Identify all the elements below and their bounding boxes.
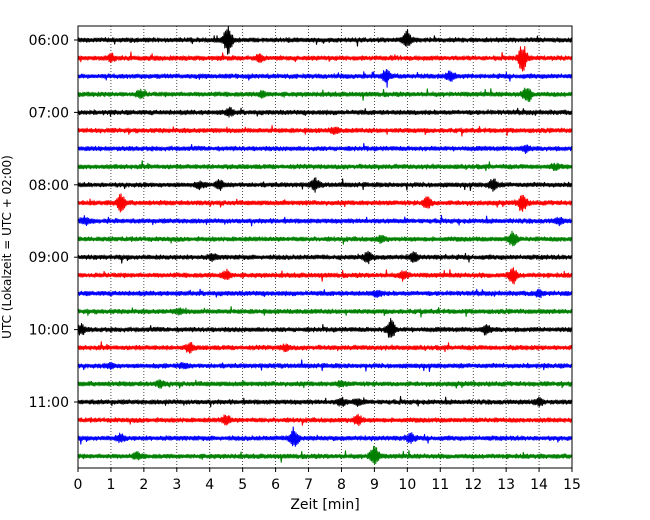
x-tick-label: 0 [74, 477, 83, 493]
x-tick-label: 15 [563, 477, 581, 493]
x-tick-label: 9 [370, 477, 379, 493]
x-tick-label: 1 [106, 477, 115, 493]
trace-0915 [77, 267, 573, 285]
trace-0800 [77, 177, 573, 193]
trace-group [77, 25, 573, 465]
y-tick-label: 09:00 [29, 250, 69, 266]
trace-0745 [77, 160, 573, 172]
x-tick-label: 11 [431, 477, 449, 493]
trace-0600 [77, 25, 573, 55]
x-tick-label: 4 [205, 477, 214, 493]
trace-0945 [77, 306, 573, 318]
trace-0815 [77, 193, 573, 213]
trace-0645 [77, 87, 573, 103]
y-tick-label: 06:00 [29, 33, 69, 49]
x-tick-label: 10 [398, 477, 416, 493]
trace-0830 [77, 214, 573, 227]
trace-1145 [77, 445, 573, 465]
trace-0930 [77, 288, 573, 299]
x-tick-label: 5 [238, 477, 247, 493]
y-tick-label: 11:00 [29, 395, 69, 411]
trace-0730 [77, 142, 573, 154]
trace-1000 [77, 317, 573, 338]
x-tick-label: 12 [464, 477, 482, 493]
trace-0700 [77, 106, 573, 118]
x-axis: 0 1 2 3 4 5 6 7 8 9 10 11 12 13 14 15 [74, 468, 581, 493]
y-axis-title: UTC (Lokalzeit = UTC + 02:00) [0, 155, 14, 339]
x-tick-label: 2 [139, 477, 148, 493]
x-tick-label: 8 [337, 477, 346, 493]
trace-0630 [77, 69, 573, 88]
x-tick-label: 7 [304, 477, 313, 493]
x-axis-title: Zeit [min] [290, 497, 359, 513]
trace-0615 [77, 45, 573, 72]
x-tick-label: 6 [271, 477, 280, 493]
y-tick-label: 07:00 [29, 105, 69, 121]
plot-frame [77, 25, 573, 469]
y-tick-label: 10:00 [29, 323, 69, 339]
x-tick-label: 3 [172, 477, 181, 493]
trace-1130 [77, 426, 573, 447]
trace-0715 [77, 125, 573, 137]
y-axis: 06:00 07:00 08:00 09:00 10:00 11:00 [29, 33, 78, 411]
trace-1100 [77, 395, 573, 408]
trace-0900 [77, 250, 573, 265]
trace-0845 [77, 230, 573, 247]
trace-1030 [77, 359, 573, 373]
y-tick-label: 08:00 [29, 178, 69, 194]
x-tick-label: 14 [530, 477, 548, 493]
trace-1015 [77, 341, 573, 354]
trace-1115 [77, 413, 573, 427]
x-tick-label: 13 [497, 477, 515, 493]
trace-1045 [77, 379, 573, 389]
